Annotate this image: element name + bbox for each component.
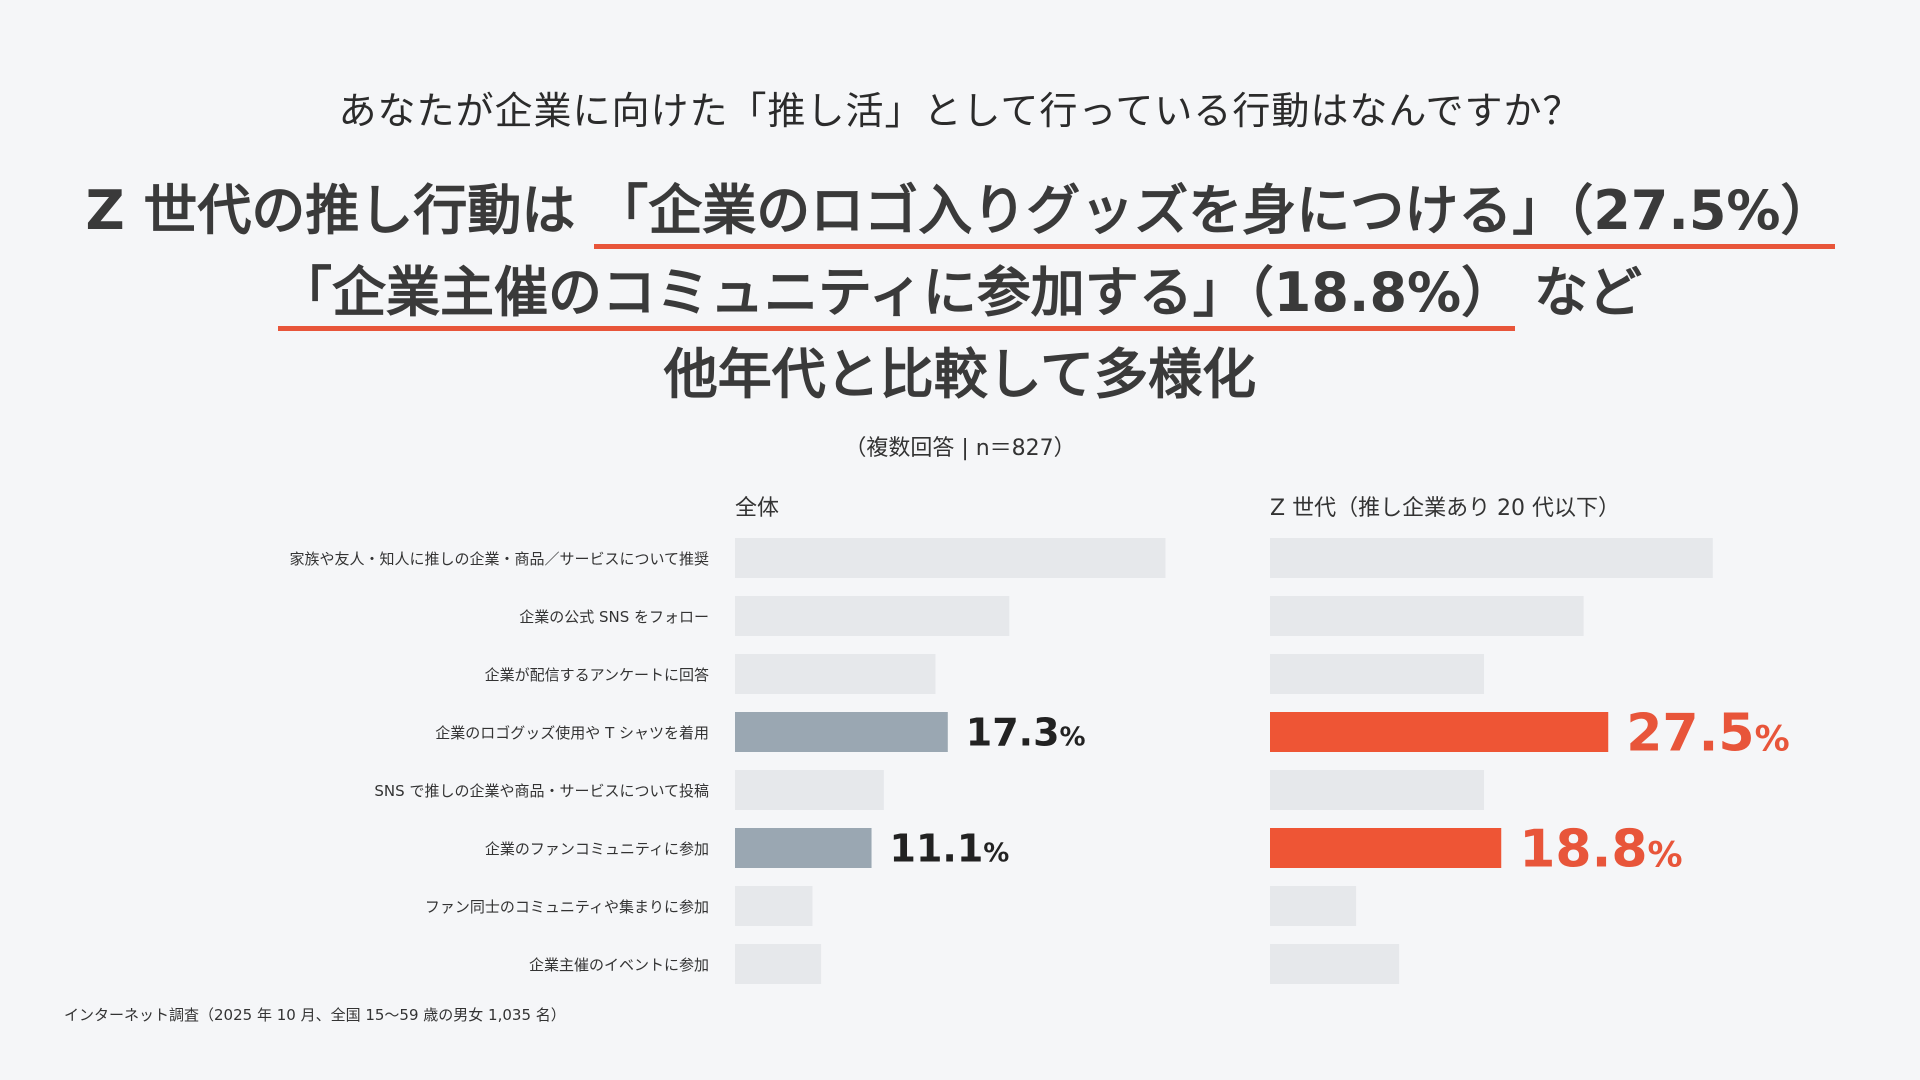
bar-genz	[1270, 654, 1485, 694]
headline-line-2-suffix: など	[1515, 261, 1642, 324]
bar-all	[735, 770, 884, 810]
bar-all	[735, 886, 813, 926]
category-label: 企業のロゴグッズ使用や T シャツを着用	[435, 724, 709, 742]
source-note: インターネット調査（2025 年 10 月、全国 15〜59 歳の男女 1,03…	[64, 1006, 566, 1024]
data-label-genz: 27.5%	[1626, 704, 1789, 764]
category-label: 企業が配信するアンケートに回答	[485, 666, 709, 684]
category-label: SNS で推しの企業や商品・サービスについて投稿	[374, 782, 709, 800]
category-label: 企業主催のイベントに参加	[529, 956, 709, 974]
bar-genz	[1270, 712, 1609, 752]
headline-highlight-1: 「企業のロゴ入りグッズを身につける」（27.5%）	[594, 179, 1835, 249]
category-label: 企業のファンコミュニティに参加	[485, 840, 709, 858]
bar-genz	[1270, 828, 1502, 868]
bar-genz	[1270, 886, 1357, 926]
headline-line-3: 他年代と比較して多様化	[663, 343, 1257, 406]
headline-line-2: 「企業主催のコミュニティに参加する」（18.8%） など	[0, 252, 1920, 334]
bar-genz	[1270, 596, 1584, 636]
bar-genz	[1270, 770, 1485, 810]
data-label-all: 17.3%	[966, 711, 1086, 755]
data-label-all: 11.1%	[890, 827, 1010, 871]
bar-all	[735, 944, 822, 984]
group-title-genz: Z 世代（推し企業あり 20 代以下）	[1270, 496, 1621, 521]
bar-all	[735, 828, 872, 868]
headline-line-1-prefix: Z 世代の推し行動は	[85, 179, 595, 242]
category-label: 企業の公式 SNS をフォロー	[519, 608, 709, 626]
bar-all	[735, 538, 1166, 578]
category-label: 家族や友人・知人に推しの企業・商品／サービスについて推奨	[289, 550, 709, 568]
survey-question: あなたが企業に向けた「推し活」として行っている行動はなんですか？	[338, 89, 1582, 133]
bar-all	[735, 654, 936, 694]
bar-all	[735, 712, 948, 752]
sample-note: （複数回答 | n＝827）	[844, 436, 1076, 461]
bar-genz	[1270, 538, 1713, 578]
group-title-all: 全体	[735, 496, 780, 521]
headline-highlight-2: 「企業主催のコミュニティに参加する」（18.8%）	[278, 261, 1516, 331]
category-label: ファン同士のコミュニティや集まりに参加	[425, 898, 709, 916]
bar-all	[735, 596, 1010, 636]
data-label-genz: 18.8%	[1519, 820, 1682, 880]
headline: Z 世代の推し行動は 「企業のロゴ入りグッズを身につける」（27.5%） 「企業…	[0, 170, 1920, 416]
headline-line-1: Z 世代の推し行動は 「企業のロゴ入りグッズを身につける」（27.5%）	[0, 170, 1920, 252]
bar-genz	[1270, 944, 1400, 984]
